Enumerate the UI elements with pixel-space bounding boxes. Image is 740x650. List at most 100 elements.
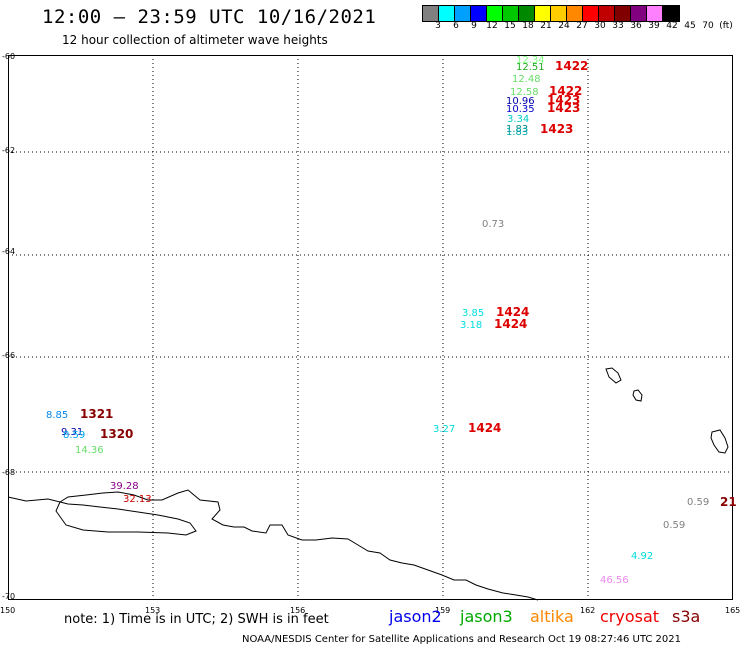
latitude-label: -66 [2, 351, 15, 360]
wave-height-label: 3.85 [462, 308, 484, 319]
wave-height-label: 8.85 [46, 410, 68, 421]
longitude-label: 162 [580, 606, 595, 615]
observation-time-label: 21 [720, 495, 737, 509]
legend-swatch [439, 6, 455, 21]
wave-height-label: 12.48 [512, 74, 541, 85]
wave-height-label: 0.59 [687, 497, 709, 508]
satellite-legend-item: cryosat [600, 607, 660, 626]
legend-swatch [535, 6, 551, 21]
legend-tick-label: 42 [666, 21, 678, 31]
wave-height-label: 8.59 [63, 430, 85, 441]
legend-tick-label: (ft) [719, 21, 733, 31]
legend-swatch [423, 6, 439, 21]
color-scale-ticks: 3 6 9 12 15 18 21 24 27 30 33 36 39 42 45 70 (ft) [422, 21, 740, 33]
wave-height-label: 1.83 [506, 124, 528, 135]
wave-height-label: 0.73 [482, 219, 504, 230]
observation-time-label: 1422 [555, 59, 588, 73]
footer-credit: NOAA/NESDIS Center for Satellite Applica… [242, 634, 681, 645]
observation-time-label: 1424 [494, 317, 527, 331]
latitude-label: -60 [2, 52, 15, 61]
wave-height-label: 3.34 [507, 114, 529, 125]
island-1 [605, 367, 622, 384]
wave-height-label: 12.34 [516, 55, 545, 66]
observation-time-label: 1424 [468, 421, 501, 435]
legend-swatch [455, 6, 471, 21]
longitude-label: 159 [435, 606, 450, 615]
satellite-legend-item: jason3 [460, 607, 513, 626]
legend-swatch [471, 6, 487, 21]
wave-height-label: 10.96 [506, 96, 535, 107]
wave-height-label: 9.31 [61, 427, 83, 438]
map-frame [8, 55, 733, 600]
latitude-label: -70 [2, 592, 15, 601]
latitude-label: -62 [2, 146, 15, 155]
legend-swatch [599, 6, 615, 21]
legend-tick-label: 18 [522, 21, 534, 31]
wave-height-label: 14.36 [75, 445, 104, 456]
longitude-label: 150 [0, 606, 15, 615]
legend-swatch [583, 6, 599, 21]
legend-swatch [551, 6, 567, 21]
longitude-label: 153 [145, 606, 160, 615]
satellite-legend-item: s3a [672, 607, 701, 626]
legend-tick-label: 30 [594, 21, 606, 31]
observation-time-label: 1320 [100, 427, 133, 441]
color-scale-legend [422, 5, 680, 22]
legend-tick-label: 15 [504, 21, 516, 31]
observation-time-label: 1424 [496, 305, 529, 319]
observation-time-label: 1321 [80, 407, 113, 421]
legend-tick-label: 3 [435, 21, 441, 31]
latitude-labels: -60 -62 -64 -66 -68 -70 [2, 52, 15, 601]
latitude-label: -68 [2, 468, 15, 477]
longitude-labels: 150 153 156 159 162 165 [0, 606, 740, 615]
wave-height-label: 3.27 [433, 424, 455, 435]
wave-height-label: 12.51 [516, 62, 545, 73]
wave-height-label: 39.28 [110, 481, 139, 492]
longitude-label: 156 [290, 606, 305, 615]
legend-tick-label: 6 [453, 21, 459, 31]
wave-height-label: 32.13 [123, 494, 152, 505]
legend-tick-label: 12 [486, 21, 498, 31]
legend-swatch [519, 6, 535, 21]
legend-tick-label: 9 [471, 21, 477, 31]
legend-tick-label: 24 [558, 21, 570, 31]
observation-time-label: 1422 [549, 84, 582, 98]
legend-tick-label: 33 [612, 21, 624, 31]
grid-lines [8, 55, 733, 600]
legend-tick-label: 27 [576, 21, 588, 31]
legend-tick-label: 36 [630, 21, 642, 31]
legend-swatch [487, 6, 503, 21]
island-2 [632, 389, 643, 402]
legend-swatch [663, 6, 679, 21]
wave-height-label: 4.92 [631, 551, 653, 562]
legend-swatch [615, 6, 631, 21]
coastline-peninsula [55, 501, 197, 536]
wave-height-label: 46.56 [600, 575, 629, 586]
legend-swatch [503, 6, 519, 21]
map-panel: -60 -62 -64 -66 -68 -70 150 153 156 159 162 165 12… [0, 52, 740, 615]
latitude-label: -64 [2, 247, 15, 256]
legend-tick-label: 45 [684, 21, 696, 31]
observation-time-label: 1423 [547, 93, 580, 107]
legend-swatch [567, 6, 583, 21]
legend-swatch [647, 6, 663, 21]
wave-height-label: 12.58 [510, 87, 539, 98]
island-3 [710, 429, 729, 454]
page-subtitle: 12 hour collection of altimeter wave hei… [62, 33, 328, 47]
coastline [7, 367, 729, 601]
wave-height-label: 0.59 [663, 520, 685, 531]
satellite-legend-item: jason2 [389, 607, 442, 626]
observation-time-label: 1423 [547, 101, 580, 115]
legend-tick-label: 70 [702, 21, 714, 31]
observation-time-label: 1423 [540, 122, 573, 136]
page-title: 12:00 – 23:59 UTC 10/16/2021 [42, 6, 377, 28]
legend-tick-label: 21 [540, 21, 552, 31]
coastline-mainland [7, 489, 539, 601]
wave-height-label: 3.18 [460, 320, 482, 331]
wave-height-label: 1.83 [506, 127, 528, 138]
satellite-legend-item: altika [530, 607, 574, 626]
longitude-label: 165 [725, 606, 740, 615]
legend-swatch [631, 6, 647, 21]
legend-tick-label: 39 [648, 21, 660, 31]
